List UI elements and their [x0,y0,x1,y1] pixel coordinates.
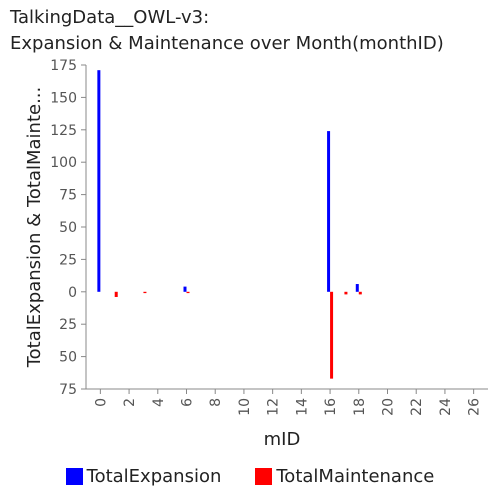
y-tick-label: 100 [50,155,77,171]
x-tick-label: 0 [93,398,109,407]
legend-item-expansion[interactable]: TotalExpansion [65,466,222,487]
bar-maintenance-m1 [114,291,118,297]
x-tick-label: 18 [352,398,368,416]
y-tick-label: 0 [68,285,77,301]
bar-expansion-m0 [97,70,101,292]
x-tick-label: 26 [467,398,483,416]
y-tick-label: 150 [50,90,77,106]
bar-expansion-m18 [355,284,359,292]
y-tick-label: 75 [59,188,77,204]
x-tick-label: 22 [409,398,425,416]
legend: TotalExpansion TotalMaintenance [0,466,500,487]
x-tick-label: 10 [237,398,253,416]
x-tick-label: 14 [294,398,310,416]
x-tick-label: 12 [266,398,282,416]
y-tick-label: 125 [50,123,77,139]
legend-swatch-expansion [65,468,83,485]
x-tick-label: 8 [208,398,224,407]
legend-item-maintenance[interactable]: TotalMaintenance [255,466,434,487]
y-tick-label: 25 [59,252,77,268]
bar-maintenance-m3 [143,291,147,294]
bar-expansion-m16 [327,131,331,292]
x-tick-label: 6 [180,398,196,407]
bar-maintenance-m6 [186,291,190,294]
y-tick-label: 50 [59,350,77,366]
y-tick-label: 50 [59,220,77,236]
legend-swatch-maintenance [255,468,273,485]
x-tick-label: 20 [381,398,397,416]
x-tick-label: 24 [438,398,454,416]
bar-expansion-m6 [183,286,187,292]
y-axis-title: TotalExpansion & TotalMainte... [24,87,45,369]
chart-title-line1: TalkingData__OWL-v3: [10,7,210,28]
x-tick-label: 4 [151,398,167,407]
x-tick-label: 16 [323,398,339,416]
legend-label-expansion: TotalExpansion [86,466,222,487]
x-tick-label: 2 [122,398,138,407]
bar-maintenance-m18 [358,291,362,295]
y-tick-label: 25 [59,317,77,333]
bar-maintenance-m17 [344,291,348,295]
x-axis-title: mID [264,429,301,450]
legend-label-maintenance: TotalMaintenance [276,466,435,487]
chart-title-line2: Expansion & Maintenance over Month(month… [10,33,444,54]
bar-maintenance-m16 [330,291,334,379]
y-tick-label: 75 [59,382,77,398]
y-tick-label: 175 [50,58,77,74]
